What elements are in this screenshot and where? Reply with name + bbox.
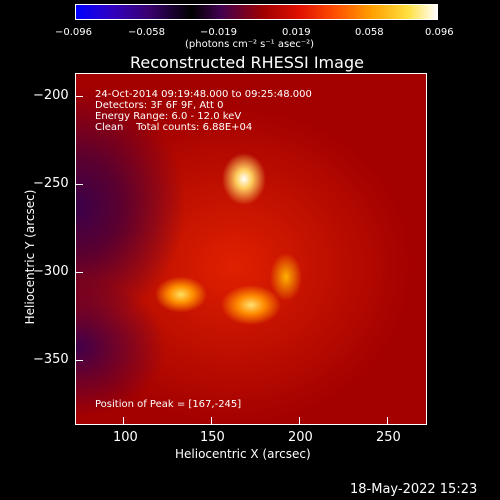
colorbar: [75, 4, 438, 20]
x-tick-label: 200: [288, 430, 313, 445]
info-line: Detectors: 3F 6F 9F, Att 0: [95, 100, 224, 111]
x-tick-mark: [299, 417, 300, 425]
x-tick-label: 150: [200, 430, 225, 445]
x-tick-mark: [387, 417, 388, 425]
y-tick-label: −200: [33, 88, 69, 103]
x-tick-mark: [211, 417, 212, 425]
datestamp: 18-May-2022 15:23: [350, 482, 478, 497]
info-line: 24-Oct-2014 09:19:48.000 to 09:25:48.000: [95, 89, 312, 100]
y-tick-mark: [75, 272, 83, 273]
y-tick-label: −300: [33, 264, 69, 279]
colorbar-tick: 0.019: [282, 27, 311, 38]
colorbar-tick: 0.096: [425, 27, 454, 38]
y-tick-mark: [75, 184, 83, 185]
y-tick-label: −250: [33, 176, 69, 191]
y-tick-mark: [75, 96, 83, 97]
colorbar-tick: −0.096: [55, 27, 93, 38]
x-tick-label: 250: [376, 430, 401, 445]
colorbar-tick: 0.058: [355, 27, 384, 38]
rhessi-image-plot: 24-Oct-2014 09:19:48.000 to 09:25:48.000…: [75, 73, 427, 425]
peak-position-text: Position of Peak = [167,-245]: [95, 399, 242, 410]
y-tick-label: −350: [33, 352, 69, 367]
y-tick-mark: [75, 360, 83, 361]
x-tick-label: 100: [113, 430, 138, 445]
x-tick-mark: [123, 417, 124, 425]
info-line: Clean Total counts: 6.88E+04: [95, 122, 253, 133]
y-axis-label: Heliocentric Y (arcsec): [23, 189, 37, 325]
colorbar-tick: −0.058: [128, 27, 166, 38]
colorbar-unit-label: (photons cm⁻² s⁻¹ asec⁻²): [185, 39, 315, 50]
plot-title: Reconstructed RHESSI Image: [130, 53, 364, 72]
info-line: Energy Range: 6.0 - 12.0 keV: [95, 111, 242, 122]
colorbar-tick: −0.019: [200, 27, 238, 38]
x-axis-label: Heliocentric X (arcsec): [175, 447, 311, 461]
